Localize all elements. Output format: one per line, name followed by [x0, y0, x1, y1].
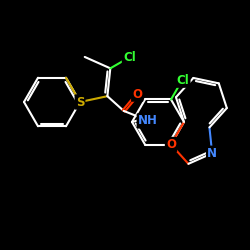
- Text: Cl: Cl: [123, 51, 136, 64]
- Text: O: O: [166, 138, 176, 151]
- Text: S: S: [76, 96, 84, 108]
- Text: O: O: [132, 88, 142, 101]
- Text: NH: NH: [138, 114, 158, 128]
- Text: Cl: Cl: [176, 74, 190, 87]
- Text: N: N: [207, 147, 217, 160]
